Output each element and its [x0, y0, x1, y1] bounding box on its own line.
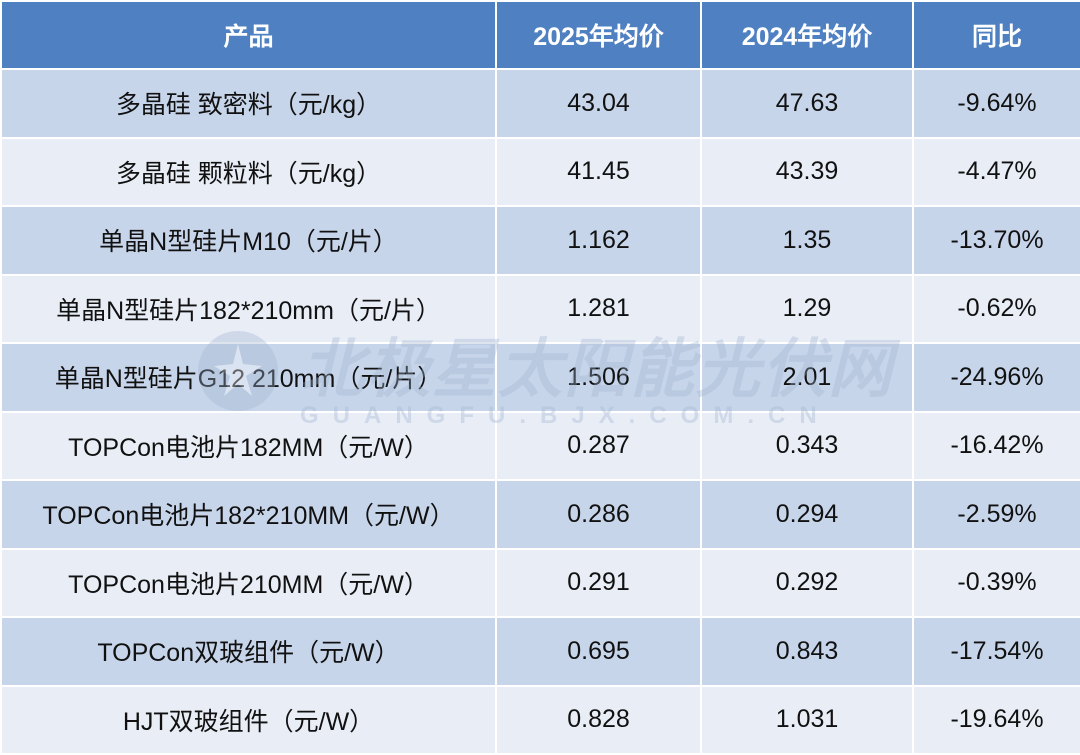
product-cell: TOPCon电池片182MM（元/W）	[0, 410, 497, 481]
value-cell: -2.59%	[912, 479, 1080, 550]
value-cell: 1.35	[700, 205, 914, 276]
product-cell: TOPCon双玻组件（元/W）	[0, 616, 497, 687]
value-cell: 41.45	[495, 136, 702, 207]
value-cell: -19.64%	[912, 684, 1080, 755]
header-row: 产品 2025年均价 2024年均价 同比	[0, 0, 1080, 70]
header-cell: 产品	[0, 0, 497, 70]
value-cell: -16.42%	[912, 410, 1080, 481]
product-cell: 单晶N型硅片G12 210mm（元/片）	[0, 342, 497, 413]
value-cell: 43.39	[700, 136, 914, 207]
value-cell: 2.01	[700, 342, 914, 413]
value-cell: 0.843	[700, 616, 914, 687]
value-cell: 47.63	[700, 68, 914, 139]
value-cell: 1.506	[495, 342, 702, 413]
value-cell: -0.39%	[912, 547, 1080, 618]
header-cell: 2024年均价	[700, 0, 914, 70]
value-cell: -17.54%	[912, 616, 1080, 687]
value-cell: 0.294	[700, 479, 914, 550]
value-cell: 1.162	[495, 205, 702, 276]
table-row: TOPCon电池片182MM（元/W） 0.287 0.343 -16.42%	[0, 410, 1080, 481]
value-cell: -0.62%	[912, 273, 1080, 344]
value-cell: 0.287	[495, 410, 702, 481]
table-row: TOPCon电池片182*210MM（元/W） 0.286 0.294 -2.59%	[0, 479, 1080, 550]
value-cell: 0.695	[495, 616, 702, 687]
value-cell: 0.292	[700, 547, 914, 618]
value-cell: 1.29	[700, 273, 914, 344]
header-cell: 同比	[912, 0, 1080, 70]
table-row: 多晶硅 致密料（元/kg） 43.04 47.63 -9.64%	[0, 68, 1080, 139]
table-row: 单晶N型硅片M10（元/片） 1.162 1.35 -13.70%	[0, 205, 1080, 276]
value-cell: -13.70%	[912, 205, 1080, 276]
value-cell: -4.47%	[912, 136, 1080, 207]
value-cell: -9.64%	[912, 68, 1080, 139]
product-cell: TOPCon电池片182*210MM（元/W）	[0, 479, 497, 550]
table-row: 单晶N型硅片182*210mm（元/片） 1.281 1.29 -0.62%	[0, 273, 1080, 344]
table-row: HJT双玻组件（元/W） 0.828 1.031 -19.64%	[0, 684, 1080, 755]
table-row: TOPCon电池片210MM（元/W） 0.291 0.292 -0.39%	[0, 547, 1080, 618]
table-row: TOPCon双玻组件（元/W） 0.695 0.843 -17.54%	[0, 616, 1080, 687]
table-row: 多晶硅 颗粒料（元/kg） 41.45 43.39 -4.47%	[0, 136, 1080, 207]
product-cell: TOPCon电池片210MM（元/W）	[0, 547, 497, 618]
product-cell: HJT双玻组件（元/W）	[0, 684, 497, 755]
header-cell: 2025年均价	[495, 0, 702, 70]
value-cell: 1.281	[495, 273, 702, 344]
value-cell: 1.031	[700, 684, 914, 755]
value-cell: 0.343	[700, 410, 914, 481]
table-row: 单晶N型硅片G12 210mm（元/片） 1.506 2.01 -24.96%	[0, 342, 1080, 413]
value-cell: 0.286	[495, 479, 702, 550]
product-cell: 单晶N型硅片M10（元/片）	[0, 205, 497, 276]
product-cell: 单晶N型硅片182*210mm（元/片）	[0, 273, 497, 344]
value-cell: 43.04	[495, 68, 702, 139]
product-cell: 多晶硅 致密料（元/kg）	[0, 68, 497, 139]
value-cell: 0.828	[495, 684, 702, 755]
product-cell: 多晶硅 颗粒料（元/kg）	[0, 136, 497, 207]
value-cell: 0.291	[495, 547, 702, 618]
value-cell: -24.96%	[912, 342, 1080, 413]
